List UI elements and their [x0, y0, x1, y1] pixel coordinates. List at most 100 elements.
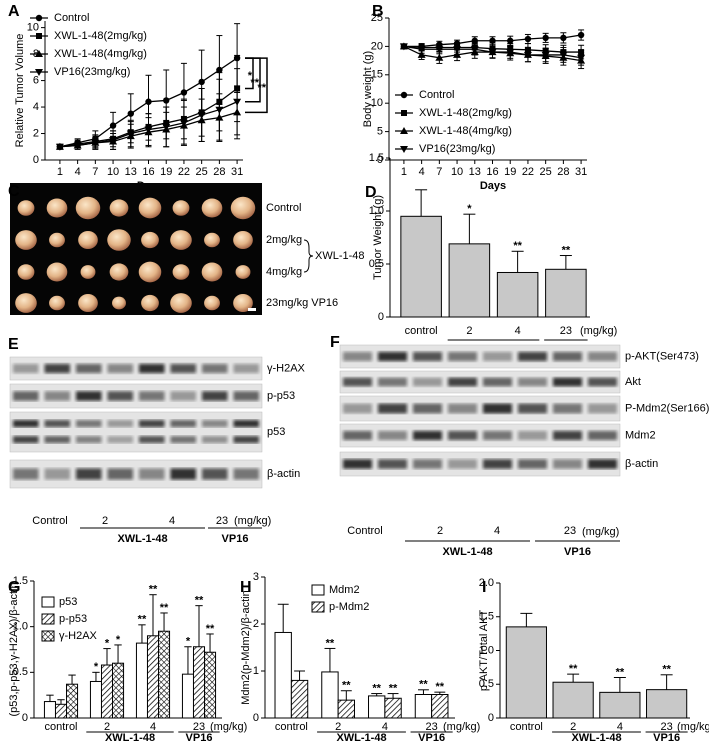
blot-band [107, 420, 133, 428]
tumor [112, 296, 126, 310]
marker [73, 142, 82, 150]
x-tick-label: 4 [419, 166, 425, 178]
tumor [109, 263, 129, 281]
legend-label: XWL-1-48(2mg/kg) [54, 30, 147, 42]
legend-label: XWL-1-48(4mg/kg) [54, 48, 147, 60]
blot-row-label: β-actin [267, 468, 300, 480]
blot-band [13, 436, 39, 444]
x-tick-label: control [44, 721, 77, 733]
blot-band [44, 468, 70, 480]
y-tick-label: 10 [27, 22, 39, 34]
x-tick-label: 2 [466, 325, 472, 337]
y-tick-label: 0 [378, 311, 384, 323]
marker [399, 43, 408, 51]
group-label: XWL-1-48 [105, 732, 155, 742]
bar [448, 243, 491, 318]
group-label: VP16 [564, 546, 591, 558]
photo [10, 183, 262, 315]
x-tick-label: 23 [193, 721, 205, 733]
marker [488, 49, 497, 57]
x-tick-label: 10 [107, 166, 119, 178]
blot-band [13, 391, 39, 401]
blot-band [518, 430, 547, 441]
sig-label: * [94, 661, 99, 673]
panel-letter: A [8, 3, 20, 20]
unit-label: (mg/kg) [443, 721, 480, 733]
bar [496, 271, 539, 318]
x-axis-label: Days [480, 180, 506, 192]
bar [431, 694, 449, 719]
tumor [230, 196, 256, 220]
bar [54, 703, 68, 719]
panel-letter: B [372, 3, 384, 20]
blot-band [202, 391, 228, 401]
marker [507, 37, 514, 44]
legend-label: Control [419, 89, 454, 101]
blot-band [483, 459, 512, 469]
tumor [233, 293, 253, 313]
bar [552, 681, 594, 719]
sig-label: * [186, 636, 191, 648]
blot-row-label: p53 [267, 426, 285, 438]
blot-band [518, 403, 547, 414]
y-axis-label: Relative Tumor Volume [14, 34, 26, 148]
y-tick-label: 15 [371, 69, 383, 81]
group-label: VP16 [653, 732, 680, 742]
tumor [78, 230, 98, 250]
tumor [80, 265, 96, 279]
x-tick-label: 13 [469, 166, 481, 178]
marker [127, 110, 134, 117]
lane-label: 23 [564, 525, 576, 537]
bar [158, 630, 171, 719]
group-label: XWL-1-48 [336, 732, 386, 742]
lane-label: 23 [216, 515, 228, 527]
marker [35, 50, 43, 57]
x-tick-label: 1 [57, 166, 63, 178]
bar [100, 664, 114, 719]
blot-band [343, 377, 372, 387]
blot-band [76, 391, 102, 401]
sig-label: ** [372, 682, 381, 694]
panel-letter: F [330, 334, 340, 351]
x-tick-label: 4 [150, 721, 156, 733]
marker [197, 111, 206, 119]
sig-label: ** [149, 584, 158, 596]
x-tick-label: control [405, 325, 438, 337]
y-tick-label: 2.0 [479, 577, 494, 589]
marker [180, 89, 188, 96]
blot-band [233, 363, 259, 374]
blot-band [518, 351, 547, 362]
marker [198, 78, 205, 86]
marker [524, 35, 532, 43]
marker [91, 139, 100, 147]
y-tick-label: 20 [371, 40, 383, 52]
blot-band [378, 377, 407, 387]
sig-label: ** [160, 602, 169, 614]
blot-band [202, 363, 228, 374]
photo-row-label: 23mg/kg VP16 [266, 297, 338, 309]
bar [66, 683, 79, 719]
blot-band [413, 377, 442, 387]
y-tick-label: 2 [33, 127, 39, 139]
tumor [75, 196, 101, 220]
blot-band [343, 403, 372, 414]
marker [560, 34, 567, 42]
blot-band [76, 420, 102, 428]
tumor [172, 264, 190, 280]
bar [181, 673, 194, 719]
blot-band [107, 391, 133, 401]
marker [417, 50, 426, 58]
blot-row-label: Akt [625, 376, 641, 388]
blot-band [483, 403, 512, 414]
bar [192, 646, 206, 719]
tumor [15, 293, 37, 313]
sig-label: ** [206, 623, 215, 635]
unit-label: (mg/kg) [677, 721, 709, 733]
y-axis-label: Tumor Weight (g) [372, 195, 384, 280]
blot-band [139, 468, 165, 480]
lane-label: 4 [494, 525, 500, 537]
bar [112, 662, 125, 719]
y-tick-label: 2 [253, 618, 259, 630]
blot-band [139, 363, 165, 374]
blot-band [139, 420, 165, 428]
